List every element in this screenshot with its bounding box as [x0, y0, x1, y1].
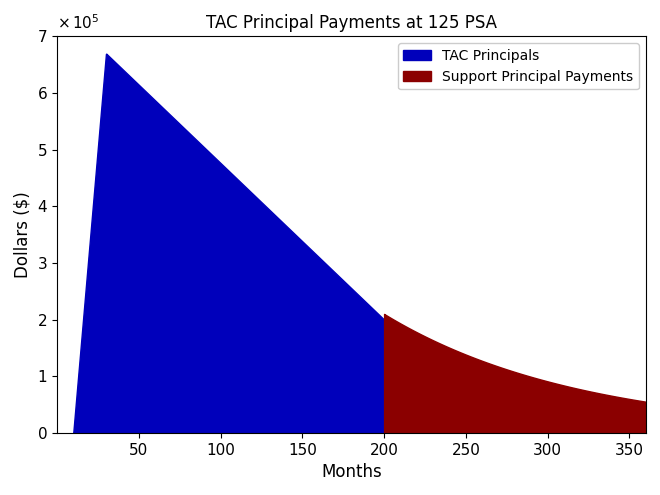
Legend: TAC Principals, Support Principal Payments: TAC Principals, Support Principal Paymen…	[398, 44, 639, 90]
Text: $\times\,10^5$: $\times\,10^5$	[57, 14, 100, 33]
X-axis label: Months: Months	[321, 463, 381, 481]
Title: TAC Principal Payments at 125 PSA: TAC Principal Payments at 125 PSA	[206, 14, 497, 32]
Y-axis label: Dollars ($): Dollars ($)	[14, 191, 32, 278]
